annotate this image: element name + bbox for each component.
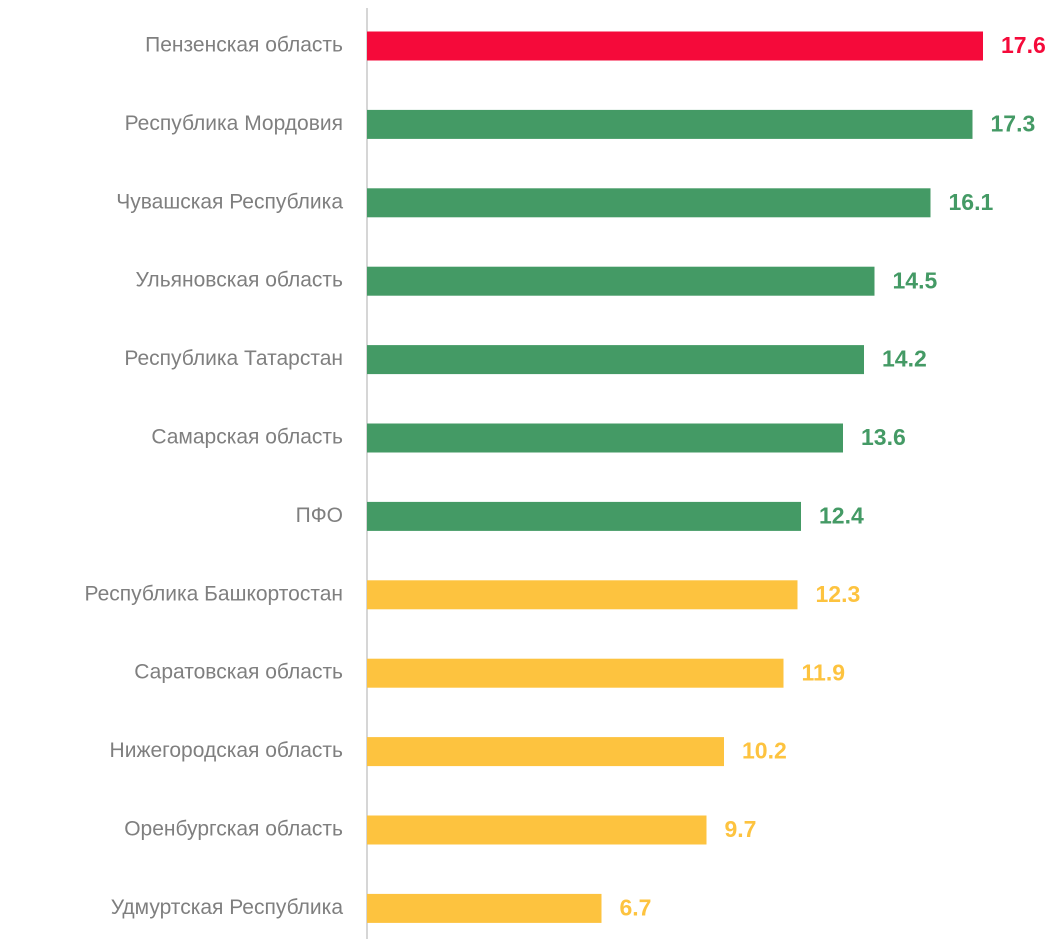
category-label: Чувашская Республика (116, 190, 343, 213)
value-label: 16.1 (949, 189, 994, 215)
bar (367, 109, 973, 139)
category-label: Республика Татарстан (124, 347, 343, 370)
category-label: Самарская область (151, 426, 343, 449)
category-label: Нижегородская область (110, 739, 343, 762)
value-label: 17.3 (991, 110, 1036, 136)
category-label: Удмуртская Республика (111, 896, 344, 919)
bar (367, 266, 875, 296)
value-label: 14.2 (882, 346, 927, 372)
bar (367, 31, 983, 61)
category-label: Республика Мордовия (125, 112, 343, 135)
value-label: 12.4 (819, 502, 864, 528)
bar (367, 893, 602, 923)
value-label: 17.6 (1001, 32, 1046, 58)
bar (367, 737, 724, 767)
value-label: 13.6 (861, 424, 906, 450)
bar (367, 345, 864, 375)
bar (367, 423, 843, 453)
value-label: 10.2 (742, 738, 787, 764)
value-label: 6.7 (620, 894, 652, 920)
category-label: ПФО (296, 504, 343, 527)
bar (367, 815, 707, 845)
bar (367, 580, 798, 610)
value-label: 12.3 (816, 581, 861, 607)
bar (367, 658, 784, 688)
category-label: Ульяновская область (136, 269, 344, 292)
category-label: Оренбургская область (124, 818, 343, 841)
value-label: 14.5 (893, 267, 938, 293)
category-label: Пензенская область (145, 34, 343, 57)
bar (367, 501, 801, 531)
category-label: Саратовская область (134, 661, 343, 684)
bar (367, 188, 931, 218)
value-label: 11.9 (802, 659, 846, 685)
value-label: 9.7 (725, 816, 757, 842)
category-label: Республика Башкортостан (85, 582, 343, 605)
